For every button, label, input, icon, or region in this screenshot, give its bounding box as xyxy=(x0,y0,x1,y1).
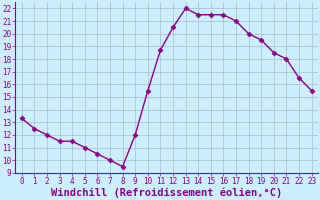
X-axis label: Windchill (Refroidissement éolien,°C): Windchill (Refroidissement éolien,°C) xyxy=(51,187,282,198)
